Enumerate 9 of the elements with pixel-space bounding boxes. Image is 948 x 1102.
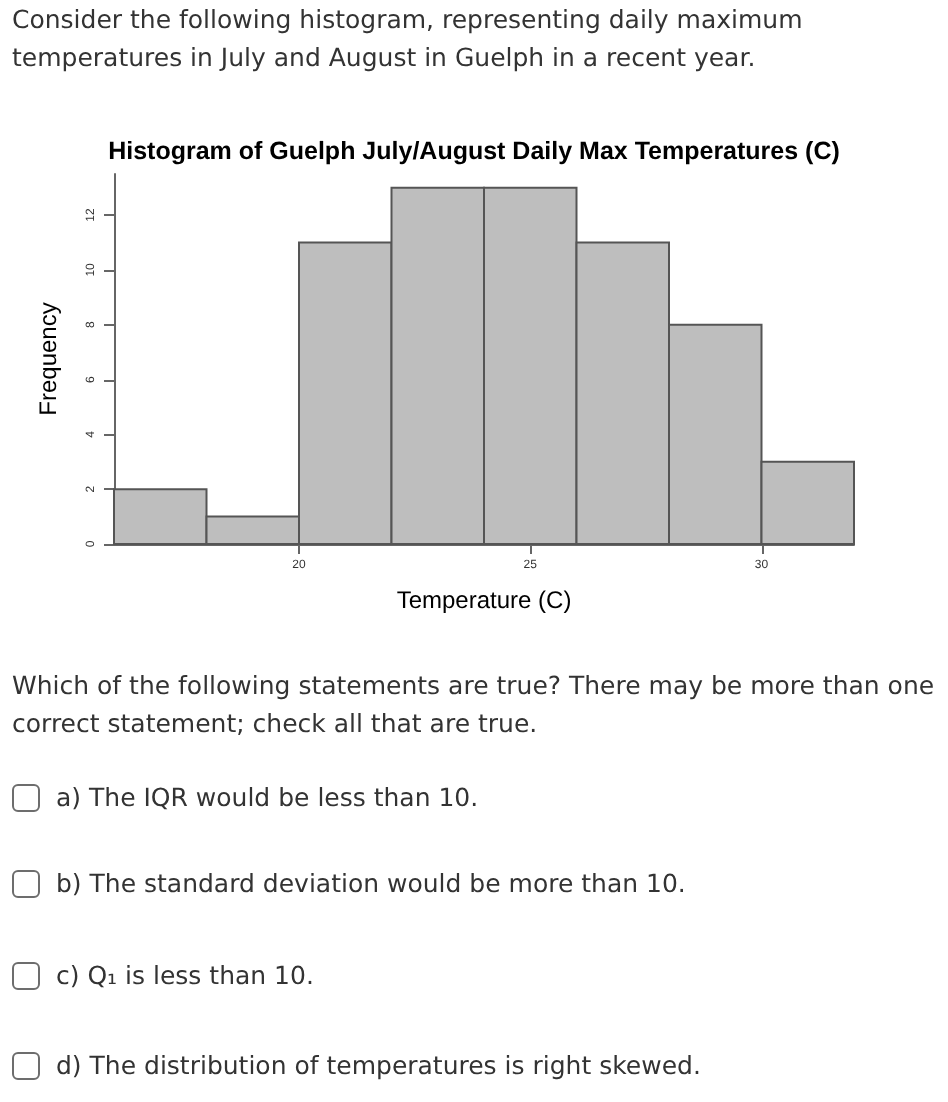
text: b) The standard deviation would be more than 10. xyxy=(56,868,686,898)
text: d) The distribution of temperatures is right skewed. xyxy=(56,1050,701,1080)
text: a) The IQR would be less than 10. xyxy=(56,782,479,812)
text: Consider the following histogram, representing daily maximum temperatures in July and August in Guelph in a recent year. xyxy=(12,2,805,76)
x-axis-title: Temperature (C) xyxy=(396,586,572,614)
y-axis-title: Frequency xyxy=(34,302,62,416)
text: Which of the following statements are true? There may be more than one correct statement; check all that are true. xyxy=(12,668,936,742)
text: c) Q₁ is less than 10. xyxy=(56,960,314,990)
chart-title: Histogram of Guelph July/August Daily Max Temperatures (C) xyxy=(108,137,840,165)
